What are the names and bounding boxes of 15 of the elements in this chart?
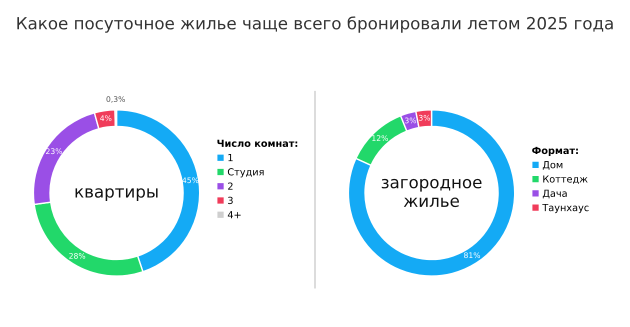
legend-label: Таунхаус <box>542 204 589 214</box>
text: квартиры <box>76 188 158 201</box>
legend-title: Формат: <box>532 146 578 156</box>
text: загородное жилье <box>382 178 482 208</box>
legend-label: Студия <box>228 168 264 178</box>
legend-label: Коттедж <box>543 175 588 184</box>
text: Какое посуточное жилье чаще всего бронировали летом 2025 года <box>17 16 613 33</box>
legend-label: 4+ <box>228 211 241 218</box>
legend-title: Число комнат: <box>217 140 298 147</box>
legend-label: 1 <box>228 154 233 162</box>
legend-label: 3 <box>228 196 233 204</box>
legend-label: 2 <box>228 182 233 190</box>
donut-slice <box>348 109 516 277</box>
legend-label: Дача <box>542 190 567 198</box>
legend-label: Дом <box>542 161 562 170</box>
